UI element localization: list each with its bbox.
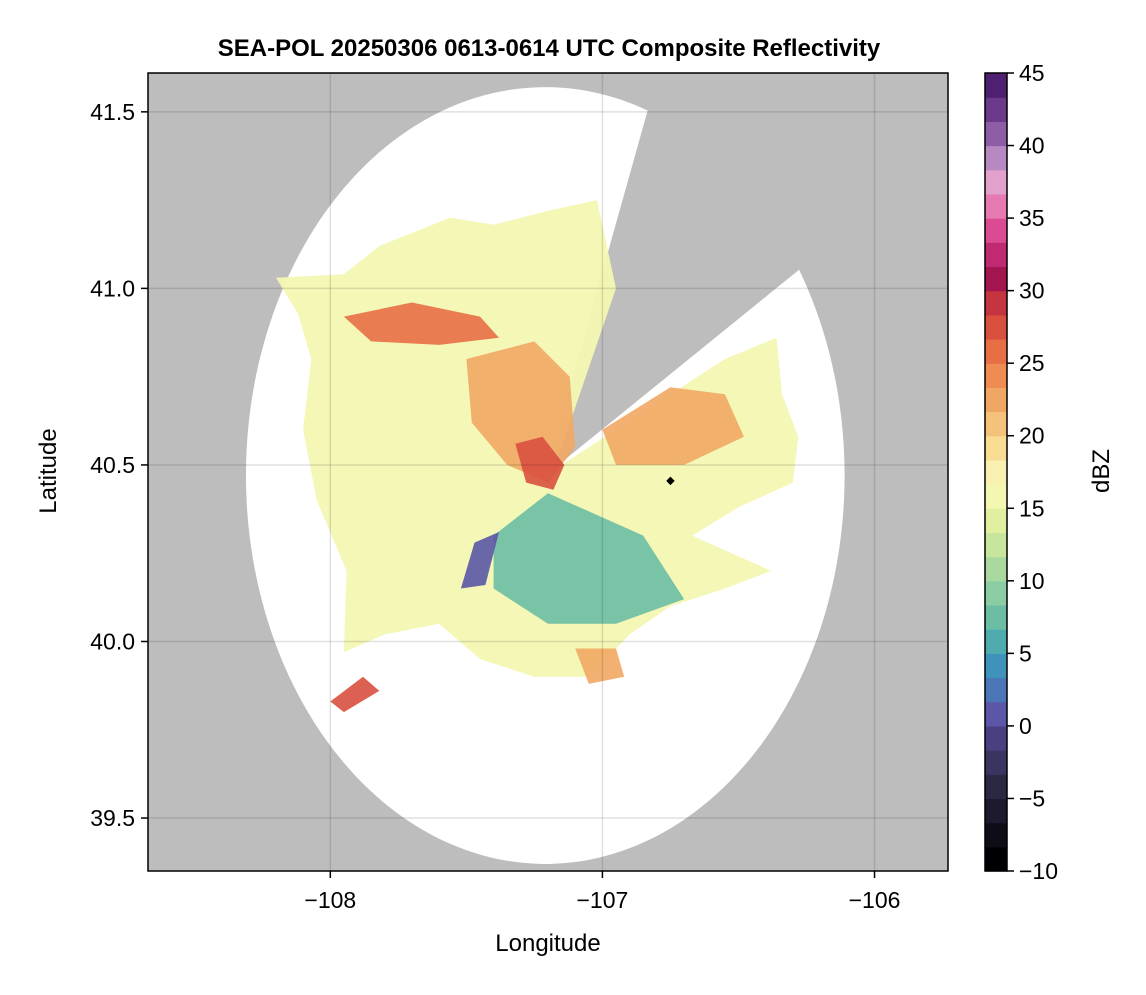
colorbar-frame [984,72,1008,872]
colorbar-segment [985,846,1007,872]
colorbar-segment [985,556,1007,582]
colorbar-segment [985,242,1007,268]
colorbar-tick-label: 15 [1019,495,1045,521]
colorbar-segment [985,677,1007,703]
colorbar-tick-label: 10 [1019,568,1045,594]
x-tick-label: −106 [849,887,901,913]
colorbar-label: dBZ [1088,449,1115,493]
colorbar-segment [985,121,1007,147]
y-tick-label: 39.5 [90,805,135,831]
colorbar-segment [985,798,1007,824]
site-marker [666,476,675,486]
axes-frame [147,72,949,872]
colorbar-segment [985,532,1007,558]
x-axis-label: Longitude [495,930,600,957]
colorbar-segment [985,73,1007,98]
y-axis-label: Latitude [35,428,62,513]
colorbar-segment [985,508,1007,534]
x-tick-label: −107 [577,887,629,913]
colorbar-tick-label: 25 [1019,350,1045,376]
echo-region-weak-echo-streak [460,532,499,589]
colorbar-tick-label: 35 [1019,205,1045,231]
chart-title: SEA-POL 20250306 0613-0614 UTC Composite… [218,35,881,62]
colorbar-segment [985,218,1007,243]
colorbar: −10 −5 0 5 10 15 20 25 30 35 40 45 [984,60,1058,884]
colorbar-segment [985,97,1007,122]
echo-region-south-cell [575,648,625,684]
colorbar-segment [985,822,1007,848]
colorbar-tick-label: 45 [1019,60,1045,86]
echo-region-south-low-echo [493,493,685,624]
colorbar-segment [985,605,1007,630]
colorbar-segment [985,484,1007,509]
colorbar-segment [985,725,1007,751]
colorbar-tick-label: −5 [1019,785,1045,811]
grid-lines [148,73,948,871]
colorbar-segment [985,653,1007,679]
colorbar-segment [985,411,1007,437]
colorbar-segment [985,339,1007,364]
colorbar-segment [985,290,1007,316]
colorbar-segment [985,193,1007,219]
colorbar-segment [985,363,1007,388]
colorbar-tick-label: 0 [1019,713,1032,739]
colorbar-tick-label: −10 [1019,858,1058,884]
echo-region-radar-near-core [515,436,565,490]
y-tick-label: 41.5 [90,99,135,125]
colorbar-segment [985,145,1007,171]
colorbar-segment [985,314,1007,340]
echo-region-southwest-cell [330,676,380,713]
echo-region-east-sector [602,387,744,465]
colorbar-segment [985,580,1007,606]
y-tick-label: 40.5 [90,452,135,478]
y-tick-label: 41.0 [90,275,135,301]
colorbar-tick-label: 20 [1019,423,1045,449]
x-tick-label: −108 [304,887,356,913]
colorbar-segment [985,266,1007,292]
colorbar-segment [985,629,1007,654]
colorbar-tick-label: 40 [1019,133,1045,159]
colorbar-segment [985,387,1007,413]
y-axis-ticks: 39.5 40.0 40.5 41.0 41.5 [90,99,148,831]
echo-layer [275,200,799,713]
y-tick-label: 40.0 [90,628,135,654]
colorbar-segment [985,774,1007,800]
x-axis-ticks: −108 −107 −106 [304,871,900,913]
colorbar-segment [985,435,1007,461]
colorbar-tick-label: 5 [1019,640,1032,666]
colorbar-segment [985,701,1007,727]
colorbar-segment [985,459,1007,485]
colorbar-tick-label: 30 [1019,278,1045,304]
echo-region-northwest-band [343,302,499,345]
colorbar-segment [985,750,1007,775]
colorbar-segment [985,169,1007,195]
